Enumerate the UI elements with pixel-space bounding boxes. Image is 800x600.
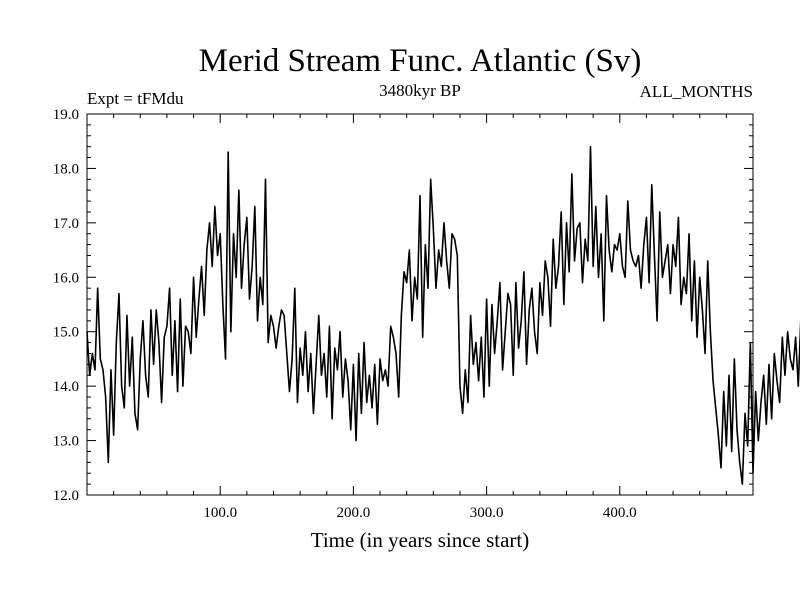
series-line [86, 145, 800, 485]
x-tick-label: 200.0 [337, 505, 371, 521]
x-tick-label: 400.0 [603, 505, 637, 521]
y-tick-label: 15.0 [53, 325, 79, 341]
y-tick-label: 13.0 [53, 434, 79, 450]
y-tick-label: 19.0 [53, 107, 79, 123]
period-label: 3480kyr BP [379, 81, 461, 100]
plot-frame [86, 113, 754, 496]
y-tick-label: 17.0 [53, 216, 79, 232]
months-label: ALL_MONTHS [640, 82, 753, 101]
axis-tick-labels: 12.0 13.0 14.0 15.0 16.0 17.0 18.0 19.0 100.0 200… [53, 107, 637, 521]
y-tick-label: 14.0 [53, 379, 79, 395]
experiment-label: Expt = tFMdu [87, 89, 184, 108]
chart-title: Merid Stream Func. Atlantic (Sv) [199, 43, 642, 79]
x-tick-label: 100.0 [203, 505, 237, 521]
y-tick-label: 18.0 [53, 161, 79, 177]
y-tick-label: 12.0 [53, 488, 79, 504]
x-tick-label: 300.0 [470, 505, 504, 521]
y-tick-label: 16.0 [53, 270, 79, 286]
x-axis-label: Time (in years since start) [311, 528, 530, 552]
